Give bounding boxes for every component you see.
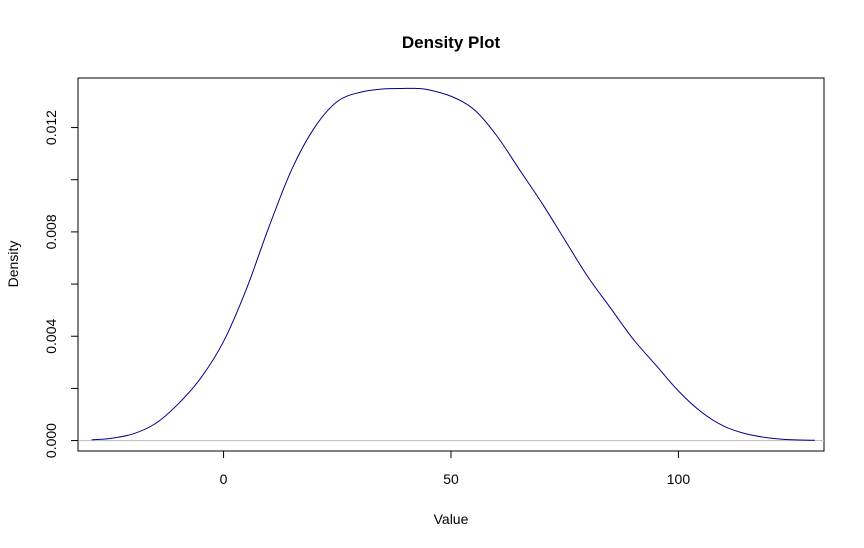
plot-frame <box>77 77 825 452</box>
x-tick-label: 100 <box>667 471 691 487</box>
x-axis: 0 50 100 <box>220 450 691 487</box>
y-axis-label: Density <box>5 241 21 288</box>
y-tick-label: 0.000 <box>43 423 59 458</box>
chart-title: Density Plot <box>402 33 501 52</box>
x-axis-label: Value <box>434 511 469 527</box>
x-tick-label: 50 <box>443 471 459 487</box>
y-tick-label: 0.012 <box>43 110 59 145</box>
y-tick-label: 0.004 <box>43 319 59 354</box>
density-curve <box>91 87 815 441</box>
x-tick-label: 0 <box>220 471 228 487</box>
y-axis: 0.000 0.004 0.008 0.012 <box>43 110 79 458</box>
y-tick-label: 0.008 <box>43 214 59 249</box>
